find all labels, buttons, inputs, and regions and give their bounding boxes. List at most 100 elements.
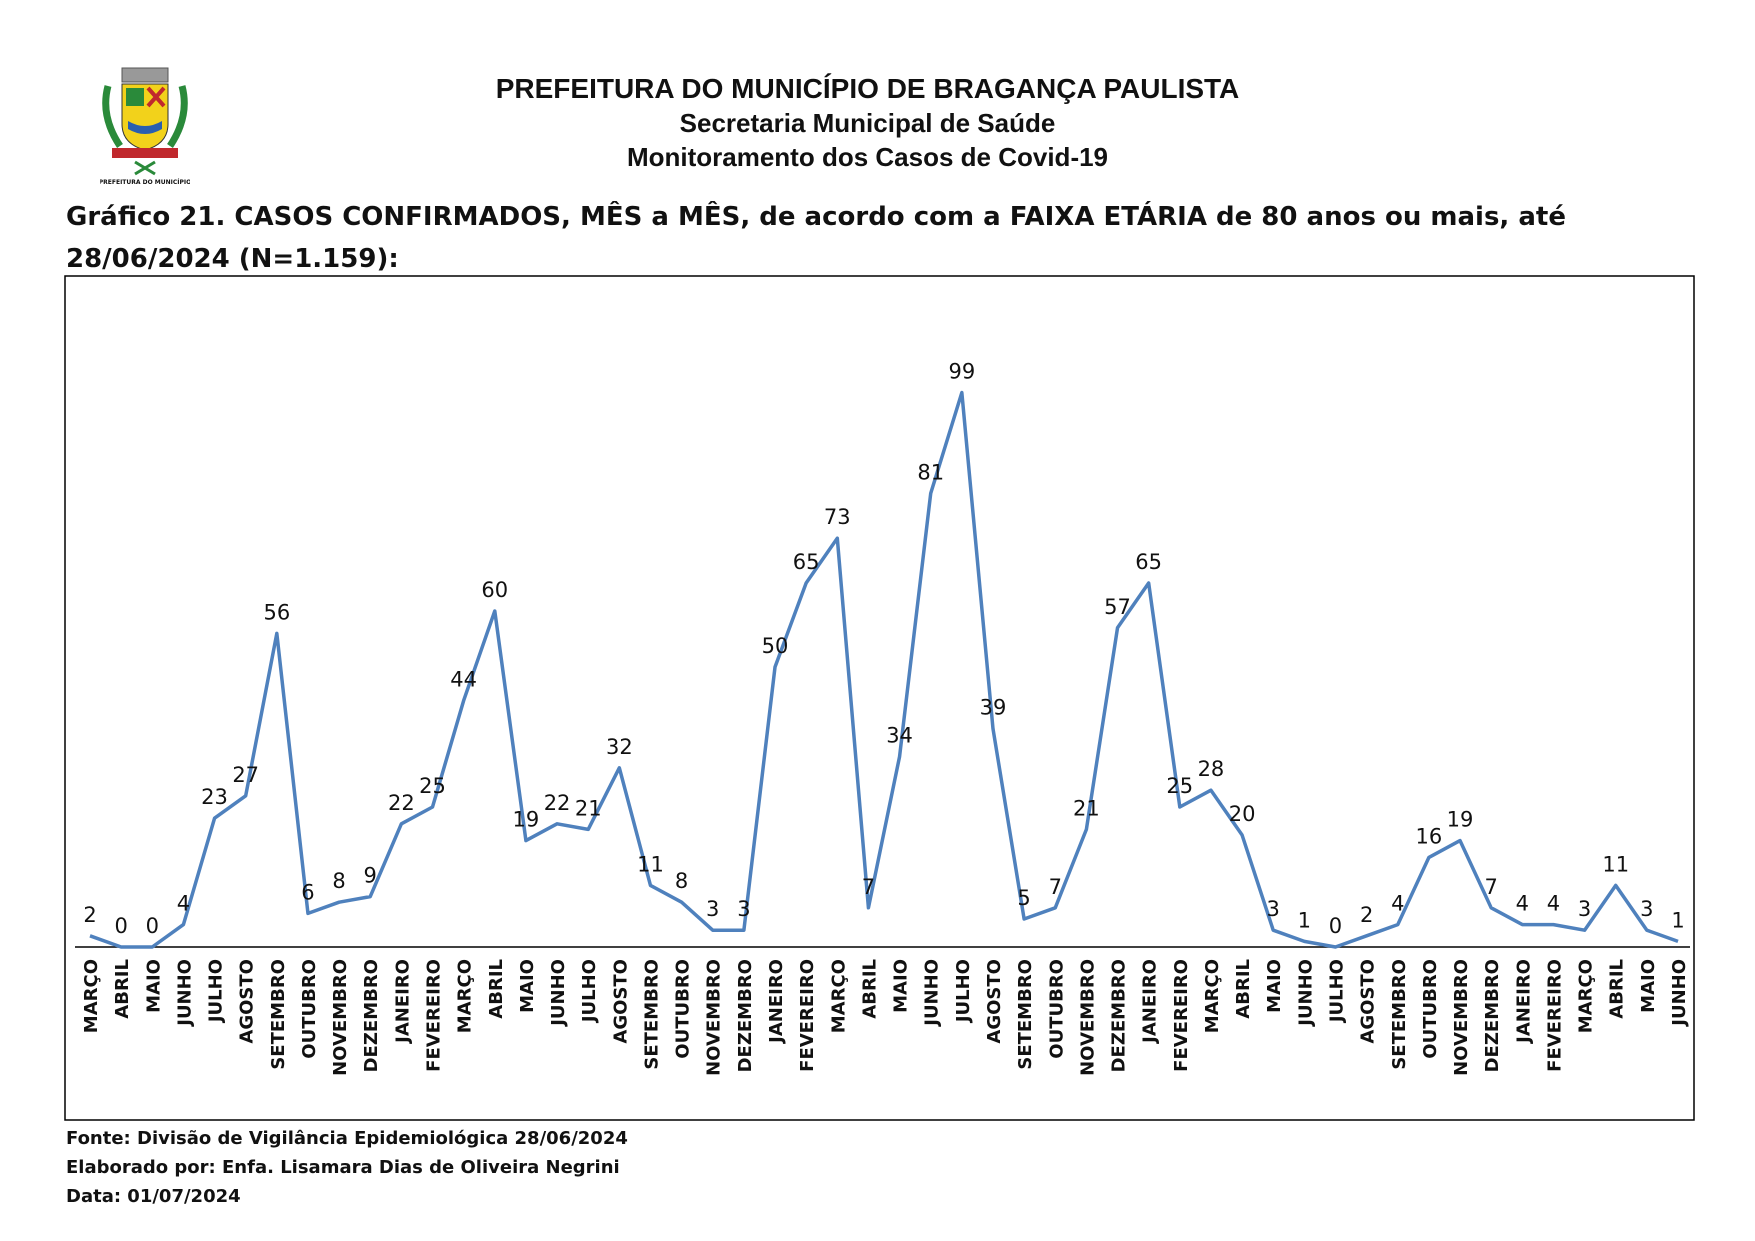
footer-source: Fonte: Divisão de Vigilância Epidemiológ… [66,1128,628,1149]
x-tick-label: MARÇO [81,959,102,1033]
data-label: 20 [1229,802,1256,826]
data-label: 65 [793,550,820,574]
x-tick-label: MAIO [1638,959,1659,1013]
chart-frame [64,275,1695,1121]
data-label: 3 [706,897,719,921]
data-label: 19 [513,808,540,832]
data-label: 9 [364,864,377,888]
data-label: 4 [177,892,190,916]
municipal-coat-of-arms-logo: PREFEITURA DO MUNICÍPIO [100,67,190,186]
x-tick-label: SETEMBRO [1389,959,1410,1070]
x-tick-label: ABRIL [1607,959,1628,1019]
x-tick-label: FEVEREIRO [797,959,818,1072]
data-label: 22 [544,791,571,815]
x-tick-label: AGOSTO [610,959,631,1044]
data-label: 28 [1198,757,1225,781]
x-tick-label: MAIO [143,959,164,1013]
data-label: 56 [263,600,290,624]
x-tick-label: FEVEREIRO [424,959,445,1072]
data-label: 7 [1484,875,1497,899]
header-report-name: Monitoramento dos Casos de Covid-19 [626,142,1109,172]
x-tick-label: MARÇO [1202,959,1223,1033]
data-label: 23 [201,785,228,809]
data-label: 44 [450,668,477,692]
x-tick-label: SETEMBRO [1015,959,1036,1070]
x-tick-label: JANEIRO [392,959,413,1045]
data-label: 60 [481,578,508,602]
data-label: 32 [606,735,633,759]
data-label: 16 [1416,824,1443,848]
data-label: 0 [1329,914,1342,938]
chart-title: Gráfico 21. CASOS CONFIRMADOS, MÊS a MÊS… [66,202,1566,274]
data-label: 3 [1267,897,1280,921]
data-label: 4 [1547,892,1560,916]
x-tick-label: JUNHO [922,959,943,1028]
data-label: 0 [146,914,159,938]
x-tick-label: JANEIRO [1513,959,1534,1045]
footer-date: Data: 01/07/2024 [66,1186,241,1207]
x-tick-label: JUNHO [548,959,569,1028]
data-label: 7 [1049,875,1062,899]
data-label: 25 [1166,774,1193,798]
x-tick-label: OUTUBRO [1046,959,1067,1059]
x-tick-label: ABRIL [486,959,507,1019]
x-tick-label: DEZEMBRO [1109,959,1130,1072]
data-label: 65 [1135,550,1162,574]
x-tick-label: SETEMBRO [268,959,289,1070]
data-label: 2 [1360,903,1373,927]
x-tick-label: DEZEMBRO [1482,959,1503,1072]
data-label: 19 [1447,808,1474,832]
x-tick-label: NOVEMBRO [704,959,725,1076]
data-label: 25 [419,774,446,798]
data-label: 57 [1104,595,1131,619]
x-tick-label: JULHO [579,959,600,1024]
x-tick-label: JANEIRO [766,959,787,1045]
data-label: 50 [762,634,789,658]
x-tick-label: MARÇO [828,959,849,1033]
data-label: 22 [388,791,415,815]
header-title: PREFEITURA DO MUNICÍPIO DE BRAGANÇA PAUL… [495,73,1240,104]
data-label: 81 [917,460,944,484]
data-label: 3 [1578,897,1591,921]
x-tick-label: AGOSTO [237,959,258,1044]
x-tick-label: JULHO [1326,959,1347,1024]
x-tick-label: MAIO [891,959,912,1013]
x-tick-label: AGOSTO [1358,959,1379,1044]
data-label: 0 [114,914,127,938]
x-tick-label: NOVEMBRO [330,959,351,1076]
x-tick-label: DEZEMBRO [361,959,382,1072]
x-tick-label: JULHO [206,959,227,1024]
x-tick-label: JULHO [953,959,974,1024]
series-line [89,390,1679,949]
x-tick-label: NOVEMBRO [1077,959,1098,1076]
data-label: 27 [232,763,259,787]
x-tick-label: FEVEREIRO [1544,959,1565,1072]
data-label: 8 [332,869,345,893]
data-label: 73 [824,505,851,529]
data-label: 8 [675,869,688,893]
data-label: 11 [1602,852,1629,876]
x-tick-label: OUTUBRO [299,959,320,1059]
x-tick-label: ABRIL [859,959,880,1019]
data-label: 21 [1073,796,1100,820]
x-tick-label: JUNHO [1669,959,1690,1028]
x-tick-label: JANEIRO [1140,959,1161,1045]
data-label: 5 [1017,886,1030,910]
data-label: 4 [1391,892,1404,916]
x-tick-label: JUNHO [1295,959,1316,1028]
x-tick-label: SETEMBRO [641,959,662,1070]
header-subtitle: Secretaria Municipal de Saúde [679,108,1056,138]
data-label: 99 [948,360,975,384]
data-label: 3 [737,897,750,921]
x-tick-label: AGOSTO [984,959,1005,1044]
footer-author: Elaborado por: Enfa. Lisamara Dias de Ol… [66,1157,620,1178]
data-label: 4 [1516,892,1529,916]
x-tick-label: ABRIL [112,959,133,1019]
data-label: 34 [886,724,913,748]
x-tick-label: MAIO [517,959,538,1013]
data-label: 11 [637,852,664,876]
x-tick-label: MAIO [1264,959,1285,1013]
data-label: 1 [1671,908,1684,932]
